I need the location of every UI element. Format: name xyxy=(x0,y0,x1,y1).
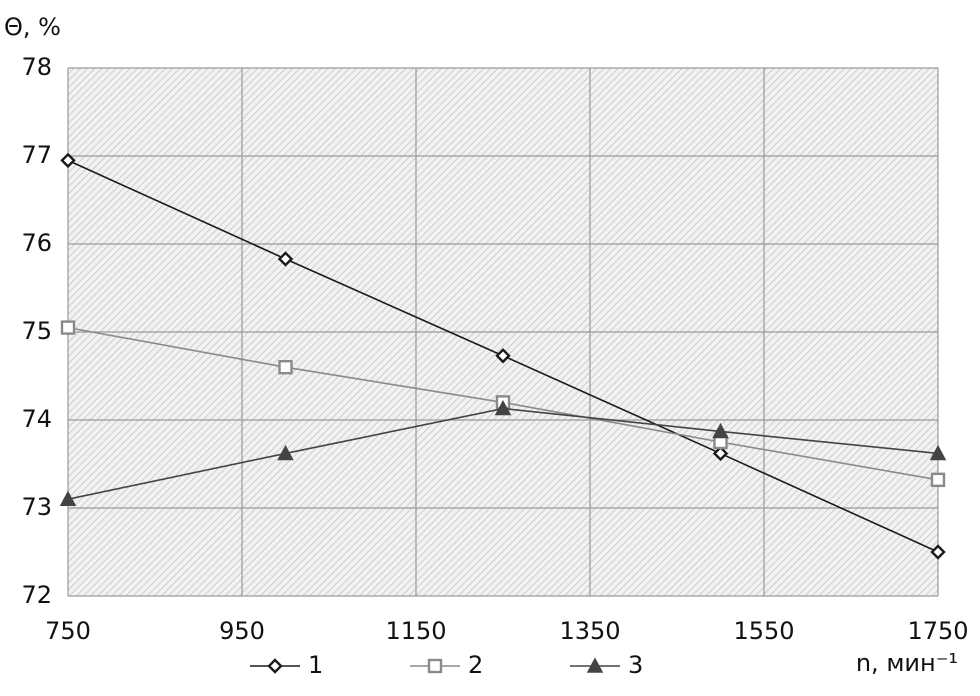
x-tick-label: 1750 xyxy=(907,617,968,645)
marker xyxy=(267,658,283,674)
marker xyxy=(277,444,294,461)
y-tick-label: 75 xyxy=(21,317,52,345)
x-tick-label: 1350 xyxy=(559,617,620,645)
marker xyxy=(586,657,604,673)
x-tick-label: 750 xyxy=(45,617,91,645)
x-tick-label: 1150 xyxy=(385,617,446,645)
marker xyxy=(930,472,946,488)
marker xyxy=(712,422,729,439)
marker xyxy=(59,490,77,506)
y-tick-label: 72 xyxy=(21,581,52,609)
y-tick-label: 78 xyxy=(21,53,52,81)
x-tick-label: 950 xyxy=(219,617,265,645)
legend-label: 3 xyxy=(628,651,643,679)
marker xyxy=(494,399,512,416)
y-axis-label: Θ, % xyxy=(4,13,61,41)
marker xyxy=(278,360,293,375)
marker xyxy=(60,320,76,335)
marker xyxy=(495,348,511,364)
y-tick-label: 74 xyxy=(21,405,52,433)
marker xyxy=(427,658,443,674)
x-axis-label: n, мин⁻¹ xyxy=(856,649,958,677)
marker xyxy=(929,444,947,461)
marker xyxy=(60,152,76,169)
marker xyxy=(930,544,946,560)
x-tick-label: 1550 xyxy=(733,617,794,645)
y-tick-label: 77 xyxy=(21,141,52,169)
legend-label: 1 xyxy=(308,651,323,679)
y-tick-label: 76 xyxy=(21,229,52,257)
marker xyxy=(277,251,294,267)
marker xyxy=(712,445,729,462)
legend-label: 2 xyxy=(468,651,483,679)
y-tick-label: 73 xyxy=(21,493,52,521)
